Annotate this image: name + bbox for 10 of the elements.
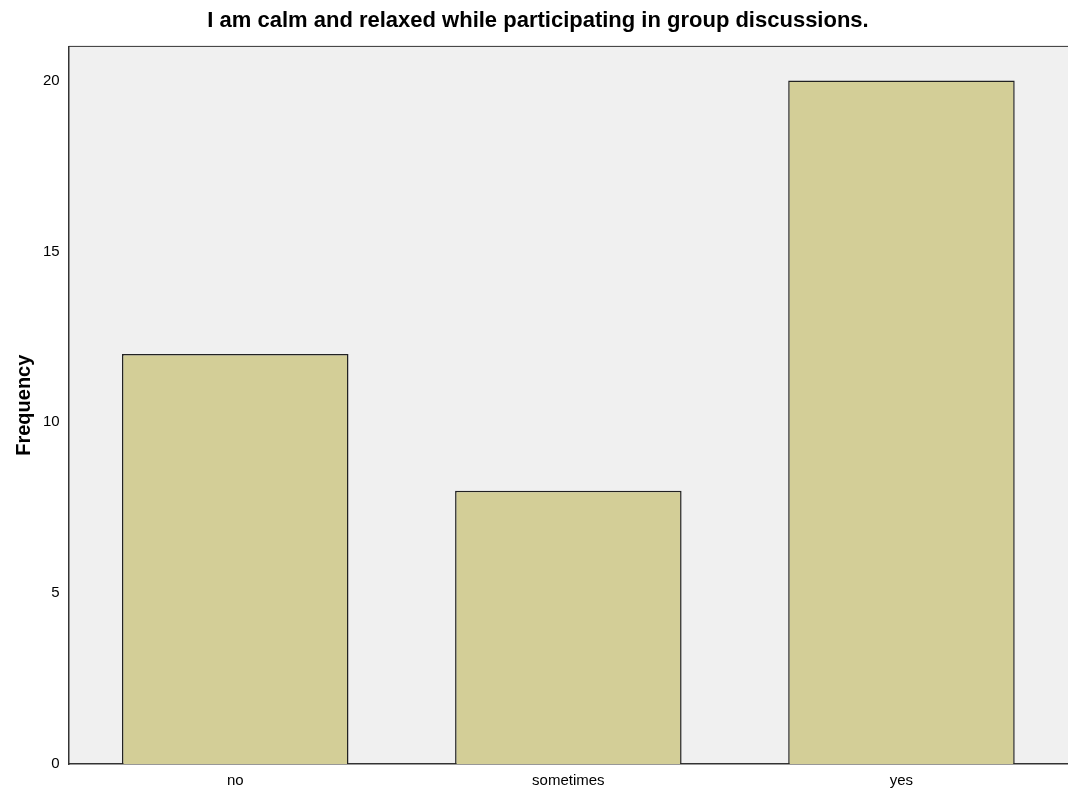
y-tick-label: 20 [43,70,60,88]
y-tick-label: 10 [43,412,60,430]
x-tick-label: no [226,771,244,789]
x-tick-label: sometimes [532,771,605,789]
x-tick-label: yes [889,771,914,789]
chart-title: I am calm and relaxed while participating in group discussions. [207,7,869,33]
y-tick-label: 5 [51,583,60,601]
y-tick-label: 15 [43,241,60,259]
y-tick-label: 0 [51,754,60,772]
y-axis-title: Frequency [11,353,34,456]
